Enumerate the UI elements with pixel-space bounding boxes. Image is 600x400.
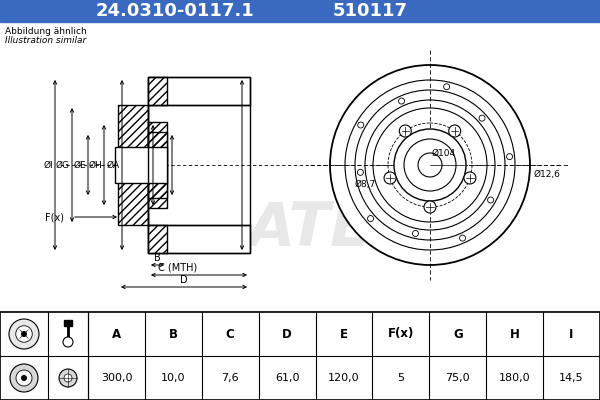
Circle shape: [21, 375, 27, 381]
Text: 7,6: 7,6: [221, 373, 239, 383]
Circle shape: [16, 370, 32, 386]
Circle shape: [394, 129, 466, 201]
Bar: [148, 122, 167, 208]
Text: ØI: ØI: [43, 160, 53, 170]
Bar: [0, 0, 600, 22]
Circle shape: [16, 326, 32, 342]
Circle shape: [398, 98, 404, 104]
Text: Ø104: Ø104: [432, 148, 456, 158]
Text: 24.0310-0117.1: 24.0310-0117.1: [95, 2, 254, 20]
Circle shape: [488, 197, 494, 203]
Bar: [148, 225, 167, 253]
Circle shape: [384, 172, 396, 184]
Circle shape: [424, 201, 436, 213]
Bar: [148, 77, 167, 105]
Circle shape: [358, 122, 364, 128]
Text: 300,0: 300,0: [101, 373, 132, 383]
Text: I: I: [569, 328, 574, 340]
Text: C (MTH): C (MTH): [158, 263, 197, 273]
Circle shape: [358, 169, 364, 175]
Circle shape: [412, 230, 418, 236]
Circle shape: [464, 172, 476, 184]
Circle shape: [506, 154, 512, 160]
Text: Ø8,7: Ø8,7: [355, 180, 376, 190]
Bar: [118, 105, 148, 225]
Text: H: H: [510, 328, 520, 340]
Circle shape: [443, 84, 449, 90]
Text: ØH: ØH: [88, 160, 102, 170]
Text: D: D: [180, 275, 188, 285]
Text: Abbildung ähnlich: Abbildung ähnlich: [5, 27, 87, 36]
Text: 510117: 510117: [332, 2, 407, 20]
Bar: [118, 77, 250, 253]
Bar: [148, 77, 250, 105]
Text: ATE: ATE: [248, 200, 373, 260]
Bar: [148, 77, 167, 105]
Text: 61,0: 61,0: [275, 373, 299, 383]
Text: 5: 5: [397, 373, 404, 383]
Text: 180,0: 180,0: [499, 373, 530, 383]
Circle shape: [449, 125, 461, 137]
Text: 14,5: 14,5: [559, 373, 584, 383]
Bar: [0, 312, 600, 400]
Bar: [115, 147, 167, 183]
Circle shape: [400, 125, 412, 137]
Bar: [148, 132, 167, 198]
Circle shape: [460, 235, 466, 241]
Circle shape: [10, 364, 38, 392]
Circle shape: [63, 337, 73, 347]
Bar: [148, 132, 167, 198]
Text: G: G: [453, 328, 463, 340]
Text: 75,0: 75,0: [445, 373, 470, 383]
Text: B: B: [154, 253, 161, 263]
Text: Ø12,6: Ø12,6: [534, 170, 561, 180]
Text: A: A: [112, 328, 121, 340]
Circle shape: [21, 331, 27, 337]
Circle shape: [368, 216, 374, 222]
Text: ØE: ØE: [73, 160, 86, 170]
Text: D: D: [282, 328, 292, 340]
Bar: [148, 77, 250, 253]
Circle shape: [64, 374, 72, 382]
Bar: [64, 320, 72, 326]
Text: C: C: [226, 328, 235, 340]
Bar: [118, 105, 148, 225]
Text: Illustration similar: Illustration similar: [5, 36, 86, 45]
Circle shape: [59, 369, 77, 387]
Bar: [148, 225, 167, 253]
Text: F(x): F(x): [388, 328, 414, 340]
Text: B: B: [169, 328, 178, 340]
Bar: [148, 122, 167, 208]
Circle shape: [9, 319, 39, 349]
Circle shape: [330, 65, 530, 265]
Text: E: E: [340, 328, 348, 340]
Bar: [0, 22, 600, 310]
Text: 10,0: 10,0: [161, 373, 185, 383]
Bar: [0, 312, 600, 400]
Text: ØA: ØA: [107, 160, 120, 170]
Circle shape: [479, 115, 485, 121]
Text: F(x): F(x): [45, 212, 64, 222]
Bar: [148, 225, 250, 253]
Text: ØG: ØG: [56, 160, 70, 170]
Circle shape: [418, 153, 442, 177]
Text: 120,0: 120,0: [328, 373, 360, 383]
